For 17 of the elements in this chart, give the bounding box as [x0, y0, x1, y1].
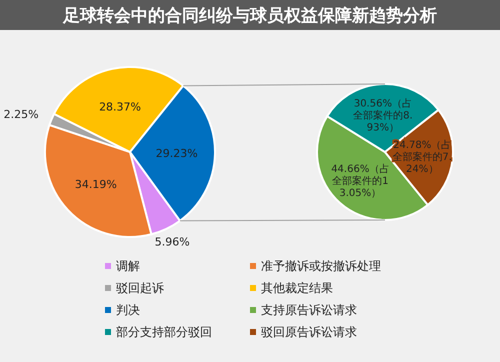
data-label: 5.96%: [154, 236, 190, 249]
data-label: 44.66%（占全部案件的13.05%）: [331, 163, 390, 200]
legend-label: 准予撤诉或按撤诉处理: [261, 259, 381, 273]
legend-label: 支持原告诉讼请求: [261, 303, 357, 317]
legend-label: 部分支持部分驳回: [116, 325, 212, 339]
legend-label: 驳回起诉: [116, 281, 164, 295]
data-label: 2.25%: [4, 108, 39, 121]
data-label: 34.19%: [74, 178, 117, 191]
legend-label: 判决: [116, 303, 140, 317]
legend-label: 驳回原告诉讼请求: [261, 325, 357, 339]
data-label: 30.56%（占全部案件的8.93%）: [353, 98, 413, 134]
data-label: 24.78%（占全部案件的7.24%）: [392, 139, 452, 176]
chart-title: 足球转会中的合同纠纷与球员权益保障新趋势分析: [62, 6, 437, 26]
data-label: 28.37%: [99, 100, 142, 114]
legend-label: 其他裁定结果: [261, 281, 333, 295]
legend-label: 调解: [116, 259, 140, 273]
data-label: 29.23%: [156, 147, 198, 160]
